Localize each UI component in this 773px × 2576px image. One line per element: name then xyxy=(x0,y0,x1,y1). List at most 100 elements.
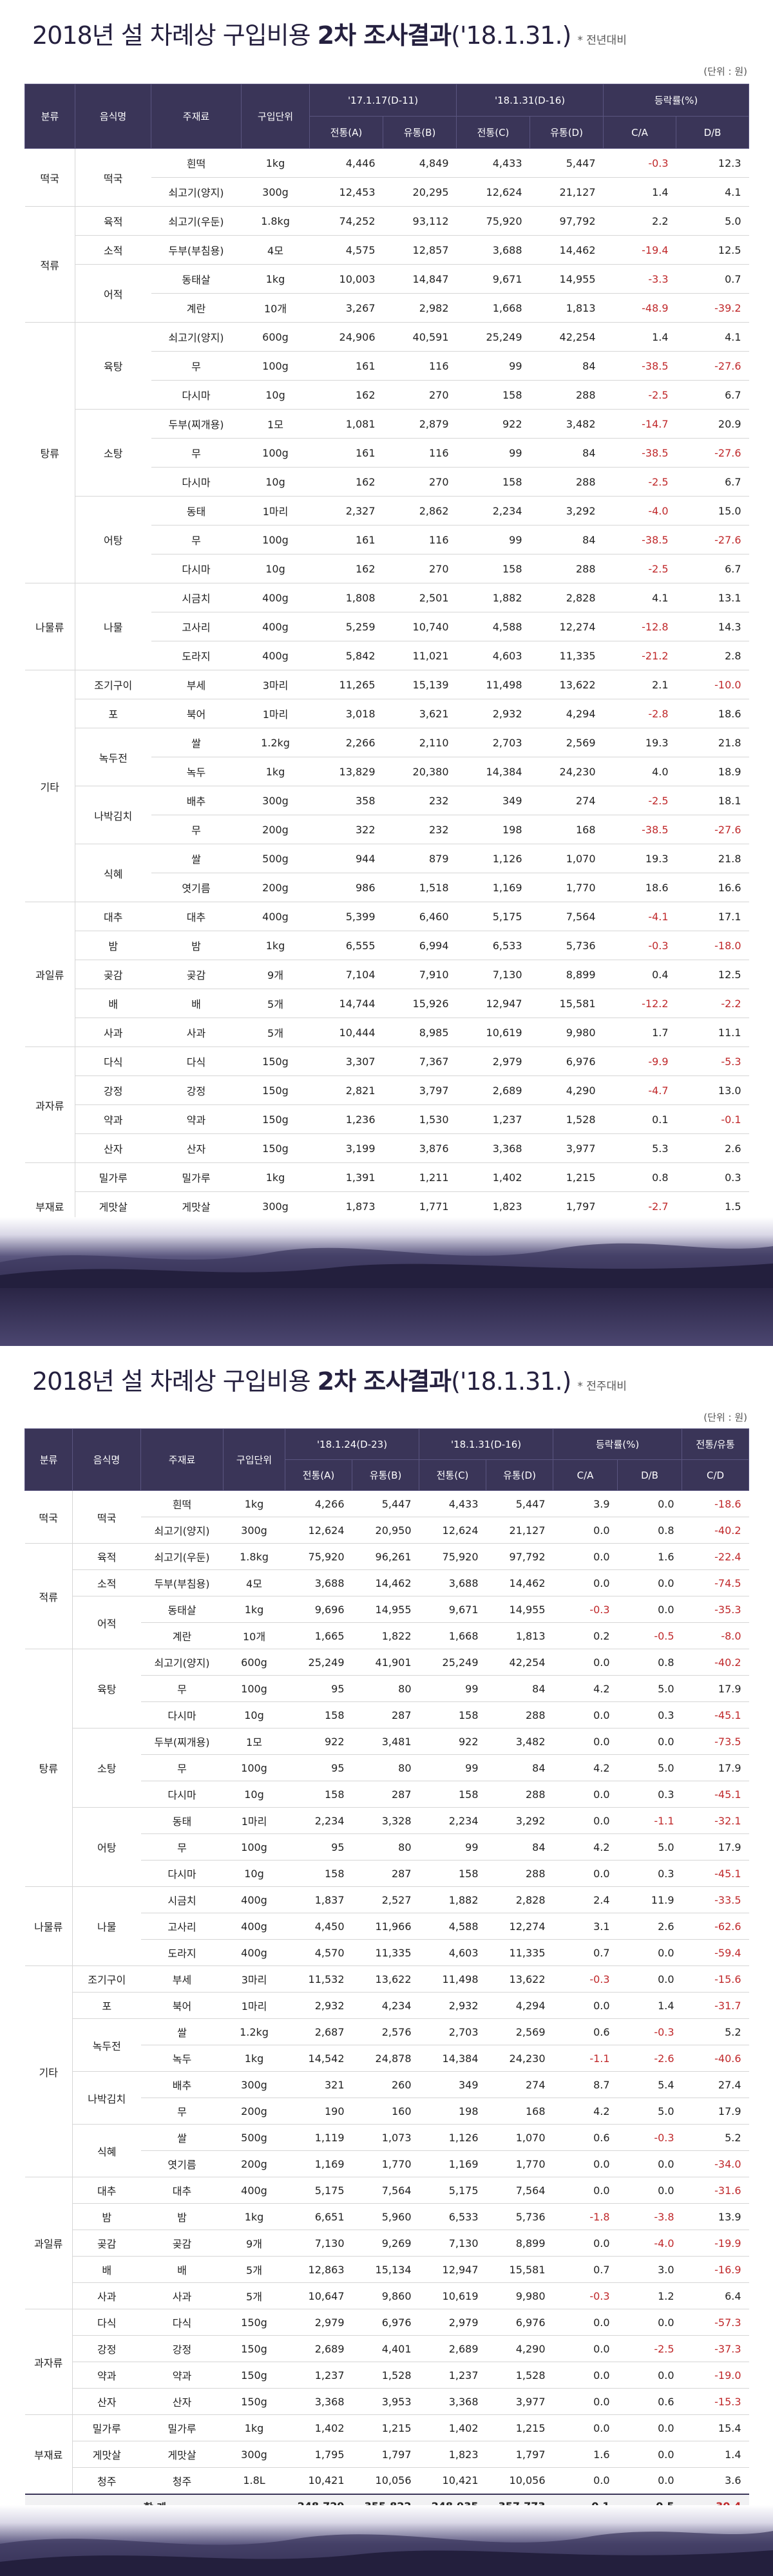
price-cell: 287 xyxy=(352,1701,419,1728)
rate-cell: -5.3 xyxy=(676,1046,749,1076)
price-cell: 1,668 xyxy=(456,293,530,323)
ingredient-cell: 밀가루 xyxy=(140,2414,224,2441)
price-cell: 1,882 xyxy=(419,1886,486,1913)
header-col-a: 전통(A) xyxy=(285,1459,352,1491)
table-row: 도라지 400g 5,842 11,021 4,603 11,335 -21.2 2.8 xyxy=(25,641,749,670)
rate-cell: -40.6 xyxy=(682,2045,749,2072)
rate-cell: 16.6 xyxy=(676,873,749,902)
unit-cell: 10개 xyxy=(241,293,310,323)
header-extra: 전통/유통 xyxy=(682,1428,750,1460)
price-cell: 260 xyxy=(352,2071,419,2098)
price-cell: 2,703 xyxy=(456,728,530,757)
rate-cell: 18.6 xyxy=(603,873,676,902)
price-cell: 116 xyxy=(383,351,457,381)
rate-cell: 0.0 xyxy=(553,1569,618,1596)
header-col-g: C/D xyxy=(682,1459,750,1491)
table-row: 엿기름 200g 1,169 1,770 1,169 1,770 0.0 0.0 -34.0 xyxy=(25,2150,749,2177)
price-cell: 6,976 xyxy=(486,2309,553,2336)
price-cell: 3,481 xyxy=(352,1728,419,1755)
price-cell: 1,402 xyxy=(419,2414,486,2441)
price-cell: 11,335 xyxy=(352,1939,419,1966)
table-row: 과자류 다식 다식 150g 3,307 7,367 2,979 6,976 -9.9 -5.3 xyxy=(24,1046,749,1163)
price-cell: 3,328 xyxy=(352,1807,419,1834)
price-cell: 274 xyxy=(486,2071,553,2098)
rate-cell: -38.5 xyxy=(603,815,676,844)
food-cell: 소탕 xyxy=(75,409,151,497)
rate-cell: 0.0 xyxy=(553,2362,618,2389)
header-col-f: D/B xyxy=(676,116,750,149)
price-cell: 11,021 xyxy=(383,641,457,670)
rate-cell: 12.5 xyxy=(676,960,749,989)
ingredient-cell: 다식 xyxy=(140,2309,224,2336)
header-unit: 구입단위 xyxy=(241,84,310,149)
section-divider xyxy=(0,1288,773,1346)
rate-cell: 0.0 xyxy=(617,2467,682,2494)
ingredient-cell: 곶감 xyxy=(140,2230,224,2257)
ingredient-cell: 무 xyxy=(140,1675,224,1702)
ingredient-cell: 배 xyxy=(151,989,242,1018)
price-cell: 5,175 xyxy=(456,902,530,931)
food-cell: 청주 xyxy=(72,2467,141,2494)
unit-cell: 5개 xyxy=(241,1018,310,1047)
table-row: 게맛살 게맛살 300g 1,795 1,797 1,823 1,797 1.6 0.0 1.4 xyxy=(25,2441,749,2468)
price-cell: 162 xyxy=(309,467,383,497)
price-cell: 4,433 xyxy=(456,148,530,178)
rate-cell: 17.9 xyxy=(682,1675,749,1702)
header-rate: 등락률(%) xyxy=(553,1428,683,1460)
table-row: 배 배 5개 14,744 15,926 12,947 15,581 -12.2 -2.2 xyxy=(25,989,749,1018)
unit-cell: 1마리 xyxy=(223,1992,285,2019)
price-cell: 10,003 xyxy=(309,264,383,294)
ingredient-cell: 배추 xyxy=(140,2071,224,2098)
price-cell: 5,447 xyxy=(486,1490,553,1517)
unit-label: (단위 : 원) xyxy=(703,1412,747,1423)
food-cell: 조기구이 xyxy=(72,1965,141,1993)
rate-cell: -38.5 xyxy=(603,351,676,381)
price-cell: 3,292 xyxy=(530,496,604,526)
unit-cell: 200g xyxy=(223,2150,285,2177)
unit-cell: 200g xyxy=(241,873,310,902)
rate-cell: -27.6 xyxy=(676,525,749,554)
price-cell: 6,976 xyxy=(352,2309,419,2336)
mountain-decoration-icon xyxy=(0,2531,773,2576)
price-cell: 3,688 xyxy=(419,1569,486,1596)
ingredient-cell: 계란 xyxy=(151,293,242,323)
category-cell: 과일류 xyxy=(24,2177,73,2309)
price-cell: 8,985 xyxy=(383,1018,457,1047)
price-cell: 99 xyxy=(419,1754,486,1781)
food-cell: 사과 xyxy=(72,2282,141,2309)
table-row: 약과 약과 150g 1,236 1,530 1,237 1,528 0.1 -0.1 xyxy=(25,1104,749,1134)
table-row: 나박김치 배추 300g 321 260 349 274 8.7 5.4 27.4 xyxy=(25,2071,749,2125)
rate-cell: 0.0 xyxy=(617,2362,682,2389)
table-row: 쇠고기(양지) 300g 12,624 20,950 12,624 21,127 0.0 0.… xyxy=(25,1517,749,1544)
price-cell: 15,139 xyxy=(383,670,457,699)
rate-cell: 0.0 xyxy=(553,1860,618,1887)
price-cell: 1,668 xyxy=(419,1622,486,1649)
rate-cell: -2.5 xyxy=(603,467,676,497)
table-row: 녹두전 쌀 1.2kg 2,687 2,576 2,703 2,569 0.6 -0.3 5.2 xyxy=(25,2018,749,2072)
unit-cell: 1마리 xyxy=(223,1807,285,1834)
category-cell: 기타 xyxy=(24,670,75,902)
price-cell: 2,687 xyxy=(285,2018,352,2045)
table-row: 기타 조기구이 부세 3마리 11,532 13,622 11,498 13,622 -0.3 0… xyxy=(24,1965,749,2177)
price-cell: 2,879 xyxy=(383,409,457,439)
price-cell: 158 xyxy=(456,554,530,583)
price-cell: 2,327 xyxy=(309,496,383,526)
price-cell: 4,588 xyxy=(456,612,530,641)
price-cell: 1,797 xyxy=(352,2441,419,2468)
food-cell: 대추 xyxy=(72,2177,141,2204)
rate-cell: -0.3 xyxy=(553,1596,618,1623)
header-period-a: '17.1.17(D-11) xyxy=(309,84,457,117)
price-cell: 158 xyxy=(285,1860,352,1887)
ingredient-cell: 다시마 xyxy=(140,1781,224,1808)
food-cell: 밀가루 xyxy=(75,1162,151,1192)
rate-cell: 0.6 xyxy=(553,2124,618,2151)
table-row: 다시마 10g 162 270 158 288 -2.5 6.7 xyxy=(25,467,749,497)
table-row: 나물류 나물 시금치 400g 1,837 2,527 1,882 2,828 2.4 11.9-… xyxy=(24,1886,749,1966)
price-cell: 2,979 xyxy=(285,2309,352,2336)
rate-cell: -4.1 xyxy=(603,902,676,931)
food-cell: 육탕 xyxy=(75,322,151,410)
unit-cell: 1kg xyxy=(241,757,310,786)
rate-cell: 2.2 xyxy=(603,206,676,236)
category-cell: 적류 xyxy=(24,206,75,323)
price-cell: 4,294 xyxy=(530,699,604,728)
